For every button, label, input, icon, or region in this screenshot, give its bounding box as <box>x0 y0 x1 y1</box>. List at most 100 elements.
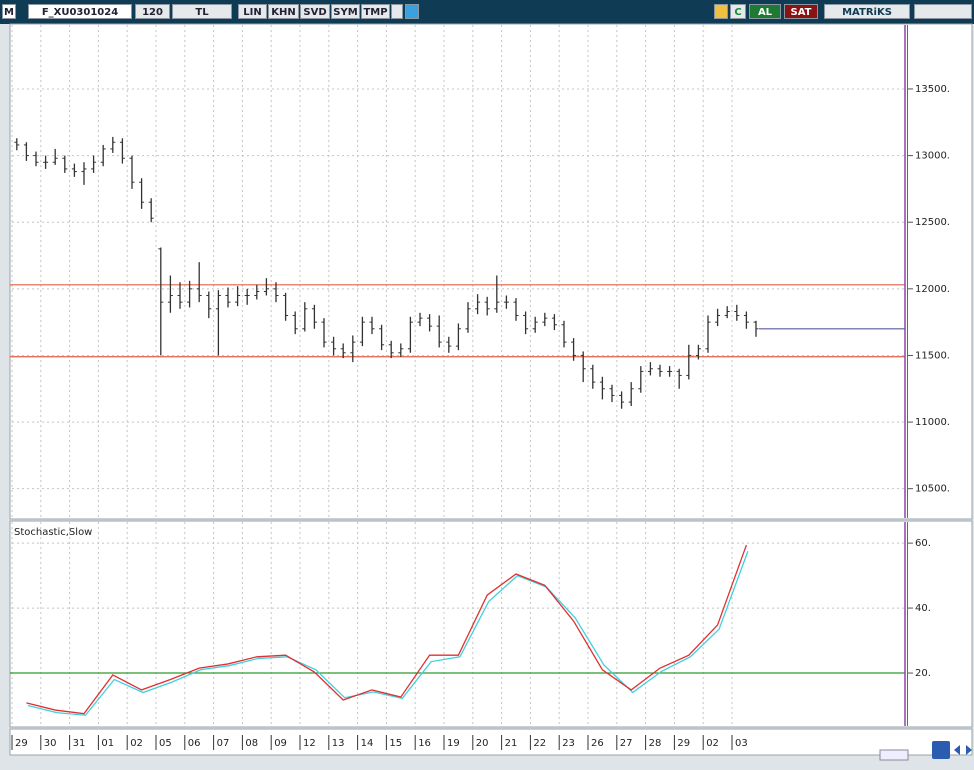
sell-button[interactable]: SAT <box>784 4 818 19</box>
tool-button[interactable]: KHN <box>268 4 299 19</box>
ohlc-bar <box>23 142 29 161</box>
period-box[interactable]: 120 <box>135 4 170 19</box>
ohlc-bar <box>129 155 135 189</box>
tool-button[interactable]: SYM <box>331 4 360 19</box>
ohlc-bar <box>465 302 471 333</box>
ohlc-bar <box>71 163 77 177</box>
x-tick-label: 03 <box>735 738 748 749</box>
ohlc-bar <box>628 382 634 407</box>
ohlc-bar <box>379 324 385 351</box>
ohlc-bar <box>311 304 317 329</box>
ohlc-bar <box>571 338 577 361</box>
x-tick-label: 20 <box>476 738 489 749</box>
x-tick-label: 26 <box>591 738 604 749</box>
panel <box>9 23 973 520</box>
nav-arrows <box>954 745 972 755</box>
ohlc-bar <box>187 280 193 308</box>
toolbar: M F_XU0301024 120 TL LIN KHN SVD SYM TMP… <box>0 0 974 24</box>
ohlc-bar <box>283 292 289 321</box>
ohlc-bar <box>340 343 346 359</box>
logo: M <box>2 4 16 19</box>
ohlc-bar <box>331 336 337 356</box>
buy-button[interactable]: AL <box>749 4 781 19</box>
y-tick-label: 40. <box>915 603 931 614</box>
y-tick-label: 20. <box>915 668 931 679</box>
ohlc-bar <box>590 364 596 389</box>
dropdown[interactable] <box>391 4 403 19</box>
x-tick-label: 06 <box>188 738 201 749</box>
ohlc-bar <box>91 155 97 173</box>
ohlc-bar <box>215 290 221 356</box>
ohlc-bar <box>244 288 250 305</box>
ohlc-bar <box>667 366 673 377</box>
x-tick-label: 16 <box>418 738 431 749</box>
ohlc-bar <box>647 362 653 376</box>
ohlc-bar <box>167 275 173 313</box>
currency-box[interactable]: TL <box>172 4 232 19</box>
ohlc-bar <box>292 311 298 335</box>
ohlc-bar <box>686 344 692 380</box>
icon-button[interactable] <box>714 4 728 19</box>
ohlc-bar <box>638 366 644 393</box>
x-tick-label: 01 <box>101 738 114 749</box>
y-tick-label: 10500. <box>915 484 950 495</box>
scroll-button <box>879 749 909 761</box>
ohlc-bar <box>110 136 116 153</box>
ohlc-bar <box>206 291 212 319</box>
ohlc-bar <box>14 138 20 151</box>
ohlc-bar <box>148 198 154 223</box>
x-tick-label: 23 <box>562 738 575 749</box>
ohlc-bar <box>676 368 682 389</box>
ohlc-bar <box>273 282 279 303</box>
ohlc-bar <box>302 302 308 332</box>
ohlc-bar <box>388 340 394 359</box>
x-tick-label: 28 <box>649 738 662 749</box>
ohlc-bar <box>532 316 538 333</box>
x-tick-label: 13 <box>332 738 345 749</box>
c-button[interactable]: C <box>730 4 746 19</box>
ohlc-bar <box>263 278 269 296</box>
ohlc-bar <box>369 316 375 335</box>
ohlc-bar <box>359 316 365 347</box>
ohlc-bar <box>513 298 519 321</box>
ohlc-bar <box>417 312 423 327</box>
ohlc-bar <box>398 343 404 357</box>
symbol-box[interactable]: F_XU0301024 <box>28 4 132 19</box>
y-tick-label: 13500. <box>915 84 950 95</box>
y-tick-label: 12000. <box>915 284 950 295</box>
x-tick-label: 30 <box>44 738 57 749</box>
x-tick-label: 31 <box>73 738 86 749</box>
x-tick-label: 19 <box>447 738 460 749</box>
ohlc-bar <box>695 344 701 360</box>
ohlc-bar <box>321 318 327 348</box>
x-tick-label: 08 <box>245 738 258 749</box>
ohlc-bar <box>484 296 490 316</box>
panel <box>9 520 973 728</box>
ohlc-bar <box>158 247 164 356</box>
x-tick-label: 29 <box>677 738 690 749</box>
x-tick-label: 09 <box>274 738 287 749</box>
ohlc-bar <box>427 314 433 332</box>
ohlc-bar <box>350 335 356 363</box>
ohlc-bar <box>43 155 49 169</box>
refresh-button <box>932 741 950 759</box>
ohlc-bar <box>724 306 730 319</box>
tool-button[interactable]: LIN <box>238 4 267 19</box>
x-tick-label: 27 <box>620 738 633 749</box>
ohlc-bar <box>705 315 711 353</box>
ohlc-bar <box>62 155 68 173</box>
x-tick-label: 07 <box>217 738 230 749</box>
ohlc-bar <box>609 384 615 403</box>
ohlc-bar <box>446 336 452 353</box>
ohlc-bar <box>119 138 125 164</box>
twitter-button[interactable] <box>405 4 419 19</box>
ohlc-bar <box>177 282 183 309</box>
ohlc-bar <box>551 314 557 331</box>
tool-button[interactable]: TMP <box>361 4 390 19</box>
ohlc-bar <box>494 275 500 313</box>
x-tick-label: 14 <box>361 738 374 749</box>
ohlc-bar <box>225 287 231 308</box>
window-buttons[interactable] <box>914 4 972 19</box>
x-tick-label: 05 <box>159 738 172 749</box>
tool-button[interactable]: SVD <box>300 4 330 19</box>
